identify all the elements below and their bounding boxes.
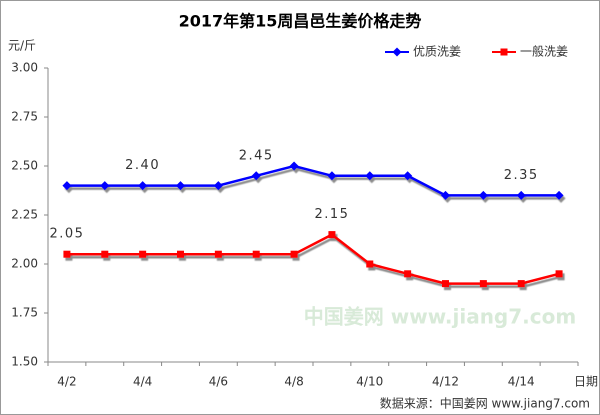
y-tick-label: 3.00	[11, 61, 38, 75]
series	[62, 161, 564, 200]
data-label: 2.45	[239, 148, 274, 163]
y-tick-label: 2.75	[11, 110, 38, 124]
point	[289, 161, 299, 171]
x-tick-label: 4/10	[356, 375, 383, 389]
series	[63, 231, 563, 288]
x-tick-label: 4/4	[133, 375, 152, 389]
point	[328, 231, 336, 239]
legend-label: 优质洗姜	[413, 45, 461, 59]
y-tick-label: 2.25	[11, 208, 38, 222]
point	[554, 190, 564, 200]
point	[139, 250, 147, 258]
point	[403, 171, 413, 181]
line	[66, 164, 560, 197]
legend-label: 一般洗姜	[520, 44, 568, 59]
point	[517, 280, 525, 288]
point	[100, 181, 110, 191]
point	[441, 190, 450, 200]
point	[555, 270, 563, 278]
point	[101, 250, 109, 258]
x-tick-label: 4/12	[432, 375, 459, 389]
y-tick-label: 2.50	[11, 159, 38, 173]
y-axis-label: 元/斤	[8, 39, 36, 53]
source: 数据来源：中国姜网 www.jiang7.com	[380, 396, 590, 411]
point	[252, 250, 260, 258]
point	[392, 47, 402, 57]
point	[176, 181, 185, 191]
y-tick-label: 2.00	[11, 257, 38, 271]
point	[177, 250, 184, 258]
point	[365, 171, 375, 181]
point	[442, 280, 449, 288]
line	[66, 233, 560, 285]
point	[500, 48, 508, 56]
y-tick-label: 1.75	[11, 306, 38, 320]
data-label: 2.05	[49, 227, 84, 242]
point	[478, 190, 488, 200]
point	[479, 280, 487, 288]
point	[516, 190, 526, 200]
point	[251, 171, 261, 181]
point	[62, 181, 72, 191]
point	[404, 270, 412, 278]
x-tick-label: 4/6	[209, 375, 228, 389]
point	[214, 250, 222, 258]
x-tick-label: 4/2	[57, 375, 76, 389]
point	[327, 171, 337, 181]
watermark: 中国姜网 www.jiang7.com	[304, 305, 576, 329]
data-label: 2.15	[314, 207, 349, 222]
x-axis-label: 日期	[574, 375, 598, 389]
point	[290, 250, 298, 258]
x-tick-label: 4/8	[284, 375, 303, 389]
point	[213, 181, 223, 191]
chart-title: 2017年第15周昌邑生姜价格走势	[179, 12, 422, 31]
point	[366, 260, 374, 268]
y-tick-label: 1.50	[11, 355, 38, 369]
point	[138, 181, 148, 191]
point	[63, 250, 71, 258]
data-label: 2.40	[125, 158, 160, 173]
data-label: 2.35	[504, 168, 539, 183]
x-tick-label: 4/14	[508, 375, 535, 389]
